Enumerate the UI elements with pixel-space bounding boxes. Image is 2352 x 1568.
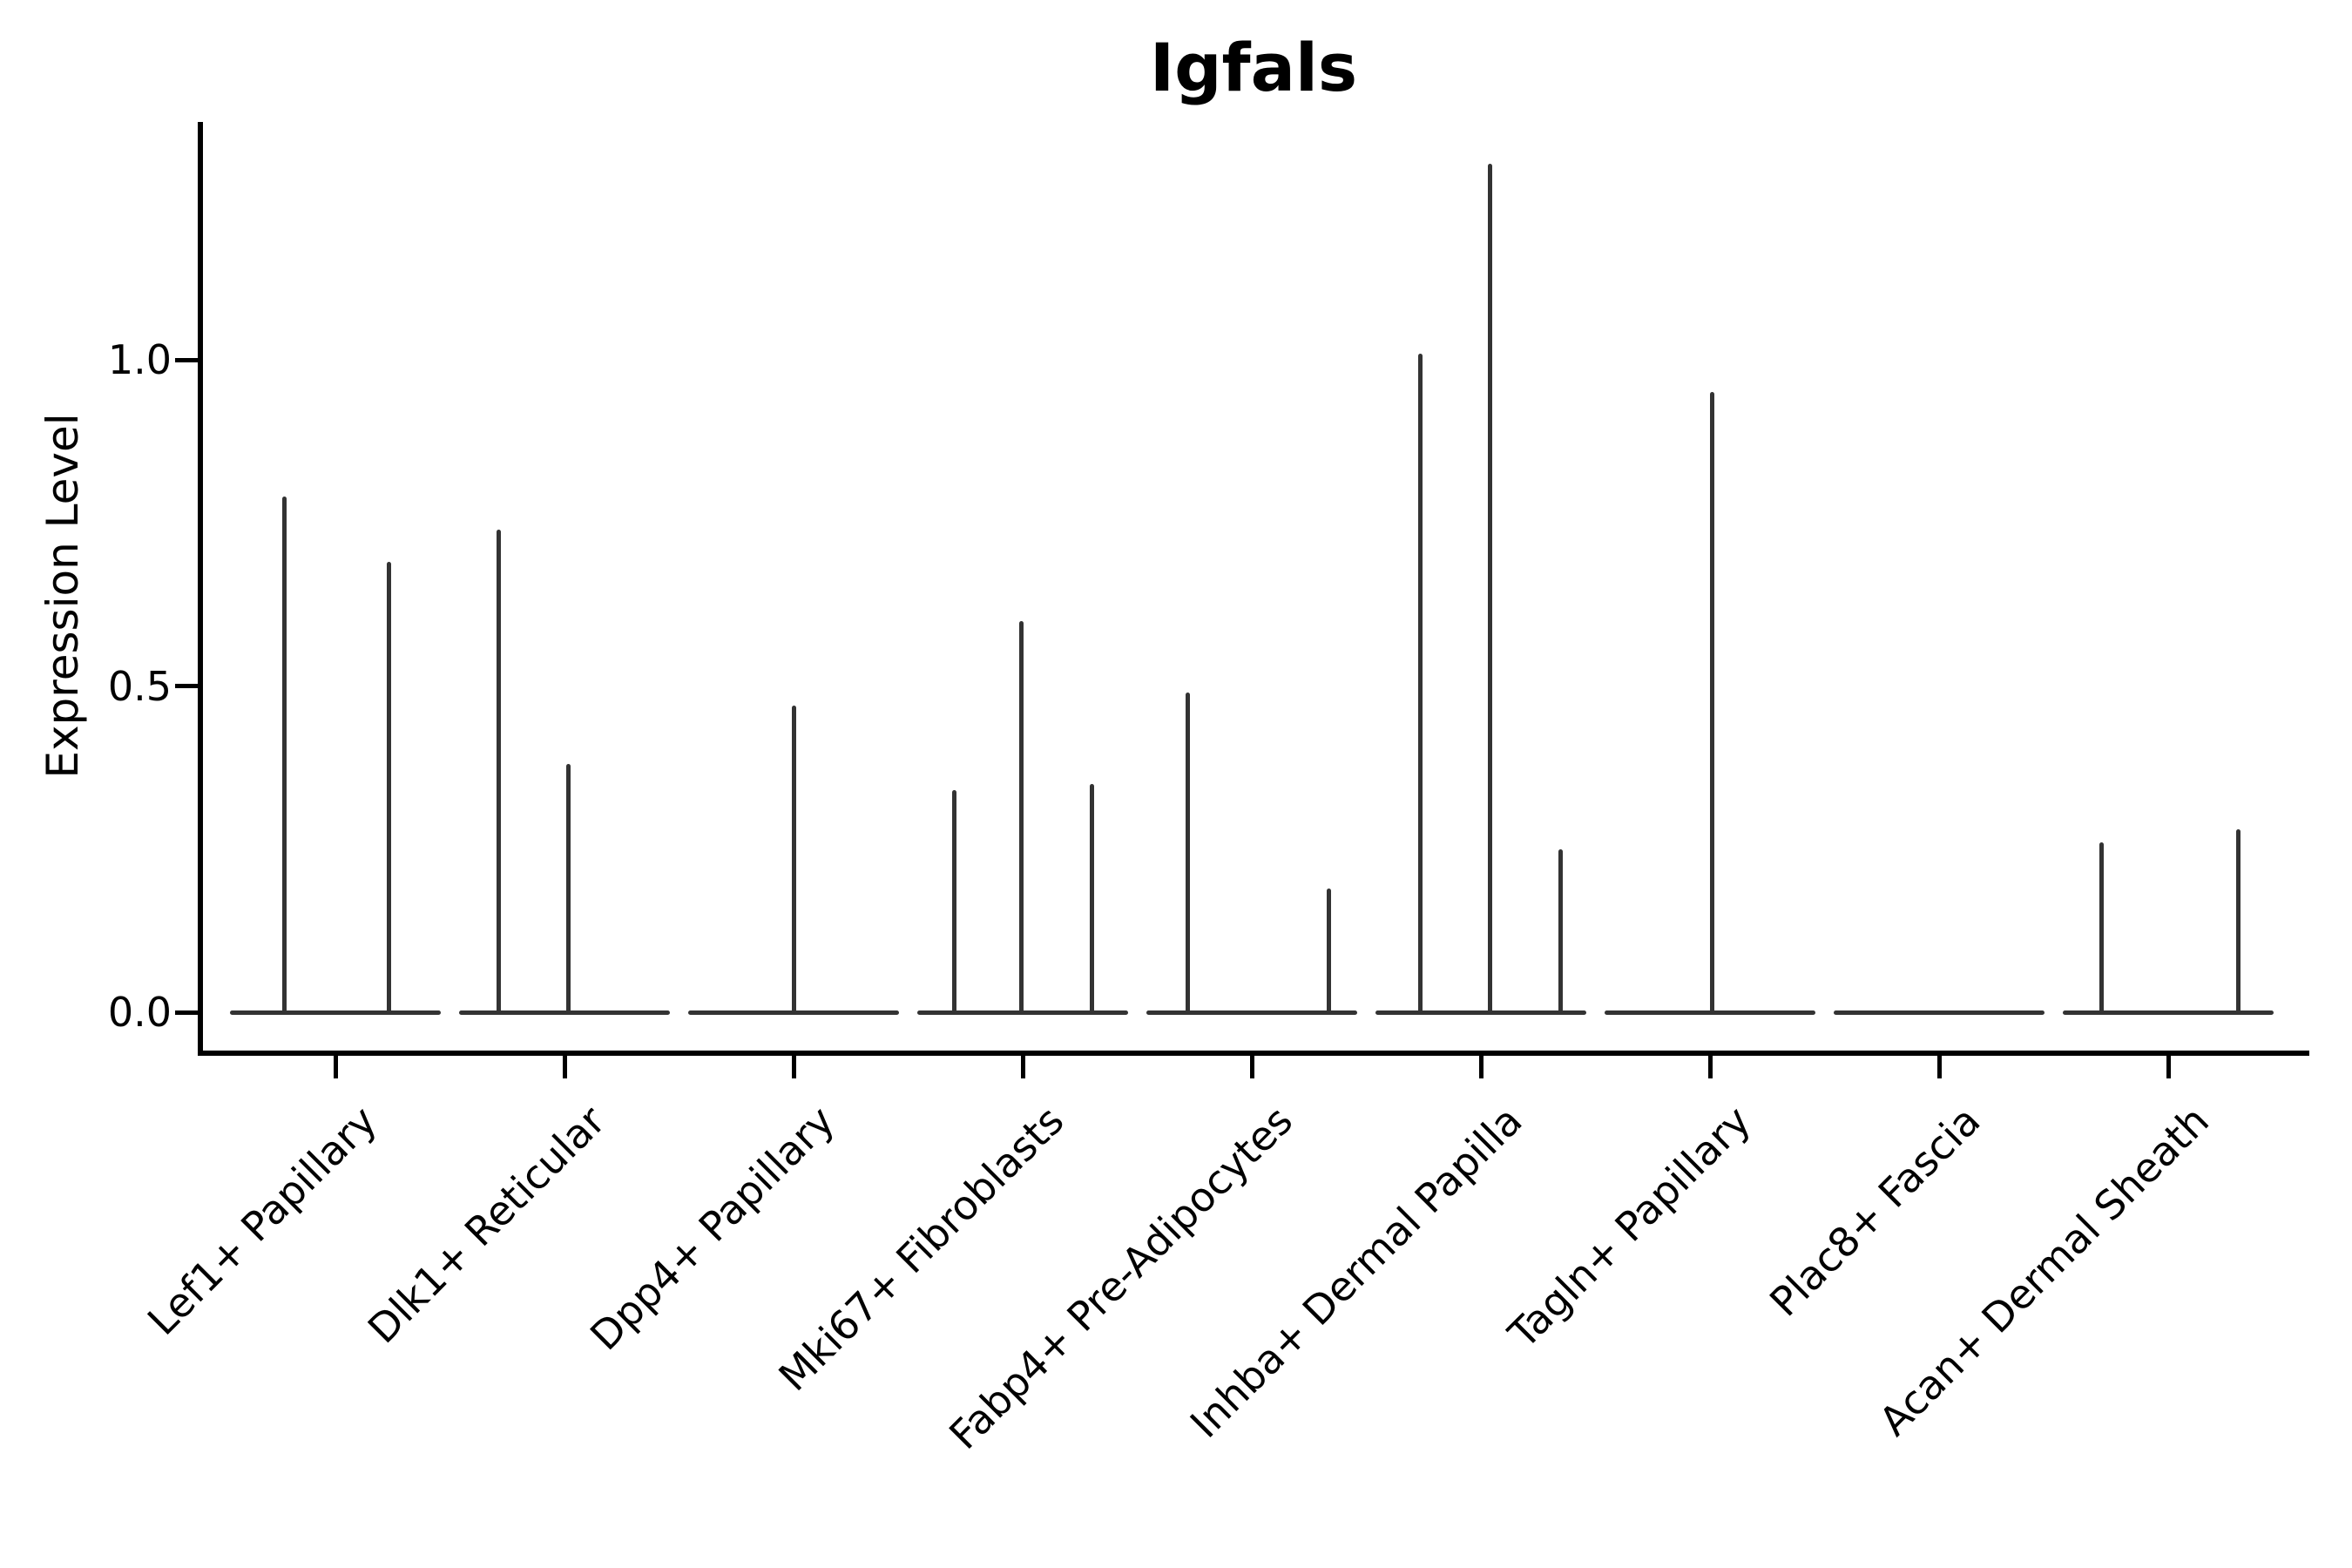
violin-baseline — [1146, 1010, 1357, 1015]
y-tick-label: 0.0 — [107, 989, 172, 1036]
violin-spike — [1417, 353, 1423, 1014]
violin-baseline — [230, 1010, 441, 1015]
violin-spike — [1487, 164, 1492, 1014]
y-tick-label: 0.5 — [107, 662, 172, 710]
violin-spike — [386, 562, 391, 1014]
violin-spike — [496, 529, 501, 1014]
violin-spike — [791, 705, 796, 1014]
chart-title: Igfals — [1149, 29, 1358, 106]
violin-spike — [2099, 842, 2104, 1014]
x-tick-mark — [1478, 1056, 1484, 1078]
violin-baseline — [1834, 1010, 2044, 1015]
x-tick-mark — [1020, 1056, 1025, 1078]
y-tick-mark — [175, 684, 198, 688]
violin-spike — [281, 497, 287, 1014]
violin-spike — [1018, 620, 1024, 1014]
violin-spike — [1089, 783, 1094, 1014]
violin-spike — [565, 764, 571, 1014]
x-axis-spine — [198, 1051, 2309, 1056]
violin-spike — [1709, 392, 1714, 1014]
x-tick-mark — [1707, 1056, 1713, 1078]
violin-spike — [951, 790, 956, 1014]
x-tick-mark — [2166, 1056, 2171, 1078]
violin-baseline — [2063, 1010, 2274, 1015]
y-tick-mark — [175, 1010, 198, 1015]
x-tick-mark — [791, 1056, 796, 1078]
x-tick-mark — [562, 1056, 567, 1078]
x-tick-mark — [333, 1056, 338, 1078]
y-axis-spine — [198, 122, 203, 1056]
y-tick-mark — [175, 357, 198, 362]
violin-spike — [2235, 829, 2240, 1014]
violin-spike — [1326, 888, 1331, 1014]
y-tick-label: 1.0 — [107, 336, 172, 383]
x-tick-mark — [1936, 1056, 1942, 1078]
violin-baseline — [1375, 1010, 1586, 1015]
violin-spike — [1558, 848, 1563, 1014]
violin-baseline — [459, 1010, 670, 1015]
violin-spike — [1185, 692, 1190, 1014]
x-tick-mark — [1249, 1056, 1254, 1078]
